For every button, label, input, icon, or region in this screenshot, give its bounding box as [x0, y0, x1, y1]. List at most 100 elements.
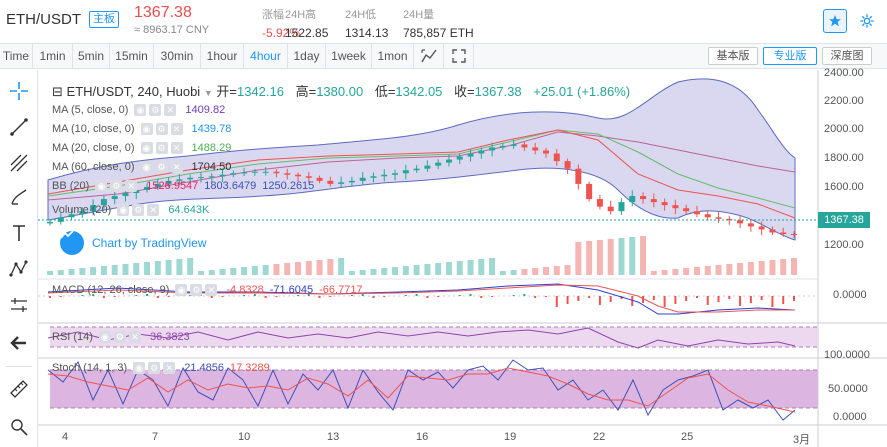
view-depth-button[interactable]: 深度图 — [822, 47, 872, 65]
macd-value-2: -71.6045 — [269, 284, 314, 296]
macd-signal-line — [47, 284, 795, 313]
macd-hist-bar — [609, 296, 612, 302]
ticker-header: ETH/USDT 主板 1367.38 ≈ 8963.17 CNY 涨幅 -5.… — [0, 0, 887, 42]
tool-brush[interactable] — [4, 182, 34, 212]
visibility-icon[interactable]: ◉ — [175, 284, 188, 296]
stoch-legend[interactable]: Stoch (14, 1, 3) ◉ ⚙ ✕ 21.4856 17.3289 — [52, 360, 270, 376]
settings-icon[interactable]: ⚙ — [155, 161, 168, 173]
time-tick: 4 — [62, 431, 69, 443]
interval-1min[interactable]: 1min — [33, 44, 73, 68]
volume-bar — [683, 268, 690, 275]
indicator-value: 1409.82 — [185, 104, 226, 116]
macd-hist-bar — [361, 294, 364, 296]
tool-fib[interactable] — [4, 148, 34, 178]
interval-4hour[interactable]: 4hour — [244, 44, 288, 68]
open-label: 开= — [216, 84, 237, 99]
tool-back[interactable] — [4, 328, 34, 358]
settings-icon[interactable]: ⚙ — [113, 331, 126, 343]
indicator-ma20[interactable]: MA (20, close, 0) ◉ ⚙ ✕ 1488.29 — [52, 140, 231, 156]
chart-canvas[interactable] — [38, 70, 887, 447]
macd-hist-bar — [167, 296, 170, 297]
indicator-ma10[interactable]: MA (10, close, 0) ◉ ⚙ ✕ 1439.78 — [52, 121, 231, 137]
close-icon[interactable]: ✕ — [128, 331, 141, 343]
indicator-ma60[interactable]: MA (60, close, 0) ◉ ⚙ ✕ 1704.50 — [52, 159, 231, 175]
indicator-ma5[interactable]: MA (5, close, 0) ◉ ⚙ ✕ 1409.82 — [52, 102, 225, 118]
settings-button[interactable] — [855, 9, 879, 33]
close-icon[interactable]: ✕ — [125, 180, 138, 192]
volume-bar — [241, 267, 248, 275]
tradingview-watermark[interactable]: Chart by TradingView — [60, 230, 207, 256]
interval-time[interactable]: Time — [0, 44, 33, 68]
candle-body — [359, 177, 366, 181]
volume-bar — [650, 271, 657, 275]
macd-hist-bar — [210, 296, 213, 298]
candle-body — [543, 150, 549, 154]
visibility-icon[interactable]: ◉ — [140, 142, 153, 154]
settings-icon[interactable]: ⚙ — [155, 142, 168, 154]
indicator-bb[interactable]: BB (20) ◉ ⚙ ✕ 1526.9547 1803.6479 1250.261… — [52, 178, 314, 194]
visibility-icon[interactable]: ◉ — [117, 204, 130, 216]
stoch-tick: 0.0000 — [833, 411, 867, 423]
visibility-icon[interactable]: ◉ — [140, 161, 153, 173]
price-tick: 2000.00 — [824, 123, 864, 135]
settings-icon[interactable]: ⚙ — [190, 284, 203, 296]
tools-divider — [6, 366, 32, 367]
interval-1day[interactable]: 1day — [288, 44, 326, 68]
interval-30min[interactable]: 30min — [154, 44, 201, 68]
volume-bar — [284, 263, 291, 275]
macd-hist-bar — [577, 296, 580, 301]
macd-hist-bar — [534, 296, 537, 298]
settings-icon[interactable]: ⚙ — [148, 362, 161, 374]
view-basic-button[interactable]: 基本版 — [708, 47, 758, 65]
stoch-k-line — [47, 359, 796, 421]
visibility-icon[interactable]: ◉ — [134, 104, 147, 116]
interval-15min[interactable]: 15min — [110, 44, 154, 68]
tool-measure[interactable] — [4, 290, 34, 320]
close-icon[interactable]: ✕ — [163, 362, 176, 374]
settings-icon[interactable]: ⚙ — [132, 204, 145, 216]
settings-icon[interactable]: ⚙ — [155, 123, 168, 135]
chart-area[interactable]: ⊟ ETH/USDT, 240, Huobi ▼ 开=1342.16 高=138… — [38, 67, 887, 447]
macd-hist-bar — [512, 295, 515, 296]
visibility-icon[interactable]: ◉ — [95, 180, 108, 192]
candle-body — [402, 170, 409, 174]
tool-text[interactable] — [4, 218, 34, 248]
close-icon[interactable]: ✕ — [170, 161, 183, 173]
tool-trend-line[interactable] — [4, 112, 34, 142]
close-icon[interactable]: ✕ — [147, 204, 160, 216]
close-icon[interactable]: ✕ — [205, 284, 218, 296]
interval-1mon[interactable]: 1mon — [372, 44, 414, 68]
interval-1week[interactable]: 1week — [326, 44, 372, 68]
settings-icon[interactable]: ⚙ — [149, 104, 162, 116]
indicator-volume[interactable]: Volume (20) ◉ ⚙ ✕ 64.643K — [52, 202, 209, 218]
tool-zoom[interactable] — [4, 412, 34, 442]
legend-dropdown-icon[interactable]: ▼ — [203, 88, 213, 98]
view-pro-button[interactable]: 专业版 — [763, 47, 817, 65]
interval-1hour[interactable]: 1hour — [201, 44, 244, 68]
visibility-icon[interactable]: ◉ — [98, 331, 111, 343]
visibility-icon[interactable]: ◉ — [133, 362, 146, 374]
macd-legend[interactable]: MACD (12, 26, close, 9) ◉ ⚙ ✕ -4.8328 -71.… — [52, 282, 363, 298]
visibility-icon[interactable]: ◉ — [140, 123, 153, 135]
collapse-icon[interactable]: ⊟ — [52, 84, 63, 99]
stoch-value-k: 21.4856 — [184, 362, 224, 374]
rsi-legend[interactable]: RSI (14) ◉ ⚙ ✕ 36.3823 — [52, 329, 190, 345]
tool-ruler[interactable] — [4, 374, 34, 404]
volume-bar — [445, 262, 452, 275]
fullscreen-button[interactable] — [444, 44, 474, 68]
high-value: 1380.00 — [316, 84, 364, 99]
close-icon[interactable]: ✕ — [164, 104, 177, 116]
close-icon[interactable]: ✕ — [170, 123, 183, 135]
macd-hist-bar — [318, 296, 321, 298]
indicators-button[interactable] — [414, 44, 444, 68]
settings-icon[interactable]: ⚙ — [110, 180, 123, 192]
volume-bar — [499, 271, 506, 275]
favorite-button[interactable] — [823, 9, 847, 33]
tool-crosshair[interactable] — [4, 76, 34, 106]
macd-hist-bar — [146, 294, 149, 296]
interval-5min[interactable]: 5min — [73, 44, 110, 68]
macd-hist-bar — [264, 296, 267, 298]
close-icon[interactable]: ✕ — [170, 142, 183, 154]
tool-pattern[interactable] — [4, 254, 34, 284]
candle-body — [208, 176, 215, 178]
